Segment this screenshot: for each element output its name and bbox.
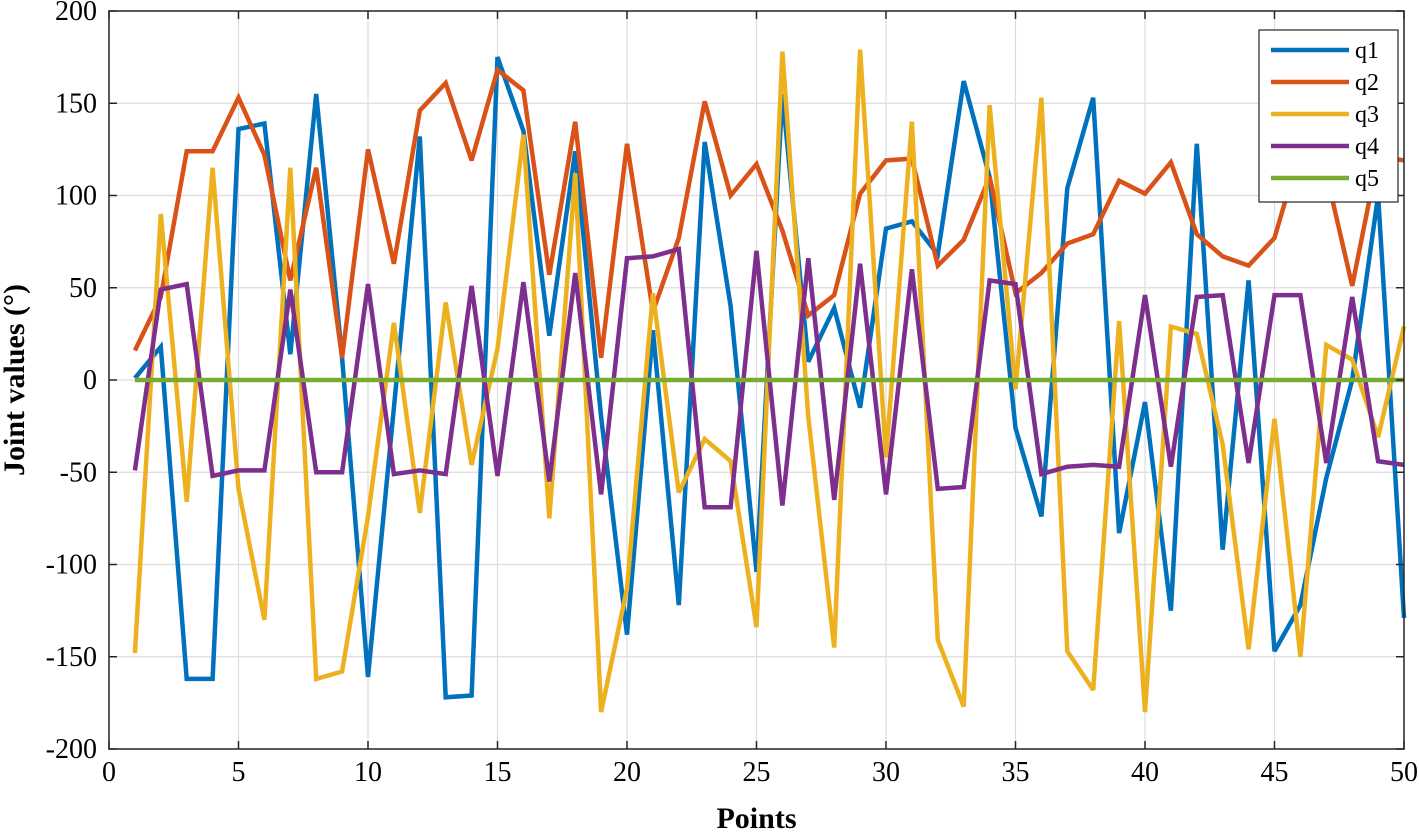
x-ticks: 0 5 10 15 20 25 30 35 40 45 50 [102,11,1418,788]
x-tick-label: 45 [1261,757,1289,788]
x-tick-label: 30 [872,757,900,788]
y-ticks: -200 -150 -100 -50 0 50 100 150 200 [46,0,1404,765]
legend-label-q4: q4 [1355,134,1379,160]
y-tick-label: -150 [46,642,97,673]
x-tick-label: 25 [743,757,771,788]
y-axis-label: Joint values (°) [0,284,31,476]
x-tick-label: 10 [354,757,382,788]
x-tick-label: 40 [1131,757,1159,788]
legend-label-q2: q2 [1355,70,1379,96]
x-axis-label: Points [716,802,796,832]
legend-label-q5: q5 [1355,166,1379,192]
x-tick-label: 5 [232,757,246,788]
x-tick-label: 0 [102,757,116,788]
y-tick-label: -200 [46,734,97,765]
y-tick-label: -100 [46,550,97,581]
legend-label-q1: q1 [1355,38,1379,64]
y-tick-label: 100 [55,181,97,212]
y-tick-label: 50 [69,273,97,304]
x-tick-label: 20 [613,757,641,788]
y-tick-label: -50 [60,457,97,488]
x-tick-label: 50 [1390,757,1418,788]
y-tick-label: 200 [55,0,97,27]
y-tick-label: 150 [55,88,97,119]
legend-label-q3: q3 [1355,102,1379,128]
legend: q1 q2 q3 q4 q5 [1258,29,1399,203]
x-tick-label: 15 [484,757,512,788]
x-tick-label: 35 [1002,757,1030,788]
y-tick-label: 0 [83,365,97,396]
series-layer [132,49,1407,713]
series-line-q2 [132,66,1405,359]
